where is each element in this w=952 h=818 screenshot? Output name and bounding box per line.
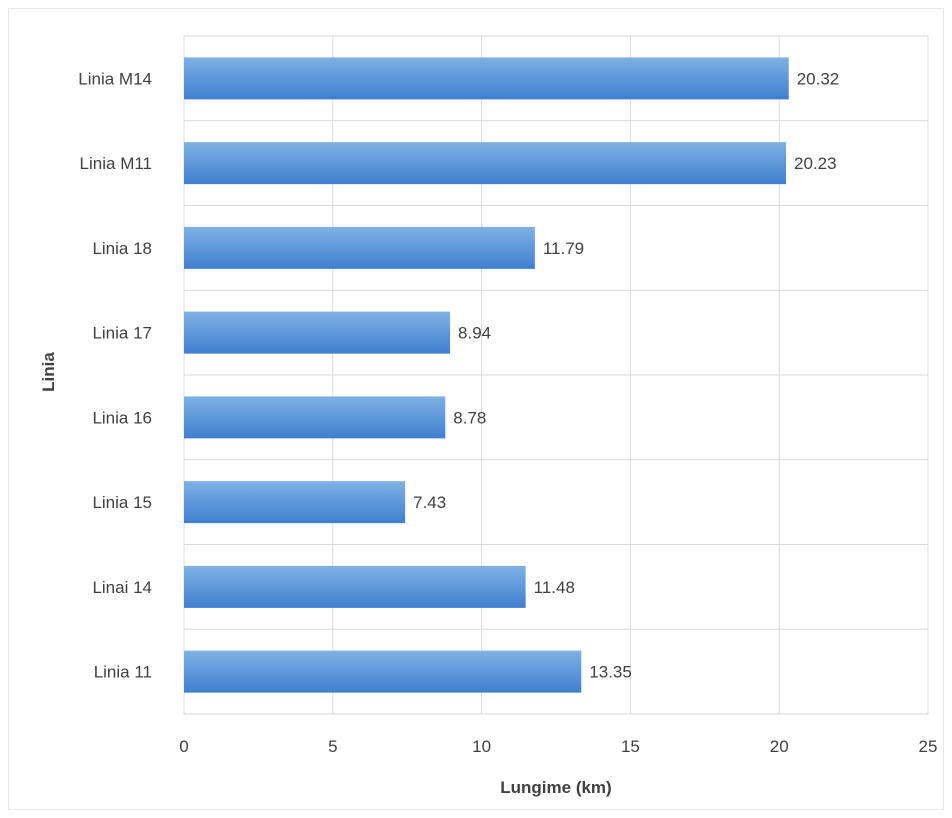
- y-category-label: Linia 17: [92, 324, 152, 343]
- bar-data-label: 8.78: [453, 408, 486, 427]
- y-category-label: Linia M11: [80, 154, 152, 173]
- bar: [184, 481, 406, 524]
- y-category-label: Linai 14: [92, 578, 152, 597]
- x-tick-label: 25: [919, 737, 938, 756]
- bar-data-label: 11.79: [543, 239, 584, 258]
- x-tick-label: 20: [770, 737, 789, 756]
- x-axis-title: Lungime (km): [500, 778, 611, 797]
- x-tick-label: 15: [621, 737, 640, 756]
- y-category-label: Linia 16: [92, 408, 152, 427]
- bar-data-label: 20.23: [794, 154, 837, 173]
- bar: [184, 311, 451, 354]
- y-category-label: Linia 11: [94, 663, 152, 682]
- bar: [184, 57, 789, 100]
- bar-data-label: 13.35: [589, 663, 632, 682]
- bar: [184, 142, 787, 185]
- bar-data-label: 7.43: [413, 493, 446, 512]
- bar: [184, 226, 535, 269]
- bar: [184, 650, 582, 693]
- y-category-label: Linia M14: [78, 69, 152, 88]
- x-tick-label: 0: [179, 737, 188, 756]
- bars: [184, 57, 789, 693]
- y-category-label: Linia 18: [92, 239, 152, 258]
- bar-data-label: 11.48: [534, 578, 575, 597]
- y-axis-title: Linia: [39, 352, 58, 392]
- bar-data-label: 20.32: [797, 69, 840, 88]
- bar: [184, 565, 526, 608]
- bar-data-label: 8.94: [458, 324, 491, 343]
- x-tick-label: 10: [472, 737, 491, 756]
- gridlines: [183, 35, 929, 715]
- bar: [184, 396, 446, 439]
- labels: 0 5 10 15 20 25 Linia 11 13.35 Linai 14 11.48 Lini…: [78, 69, 937, 756]
- x-tick-label: 5: [328, 737, 337, 756]
- y-category-label: Linia 15: [92, 493, 152, 512]
